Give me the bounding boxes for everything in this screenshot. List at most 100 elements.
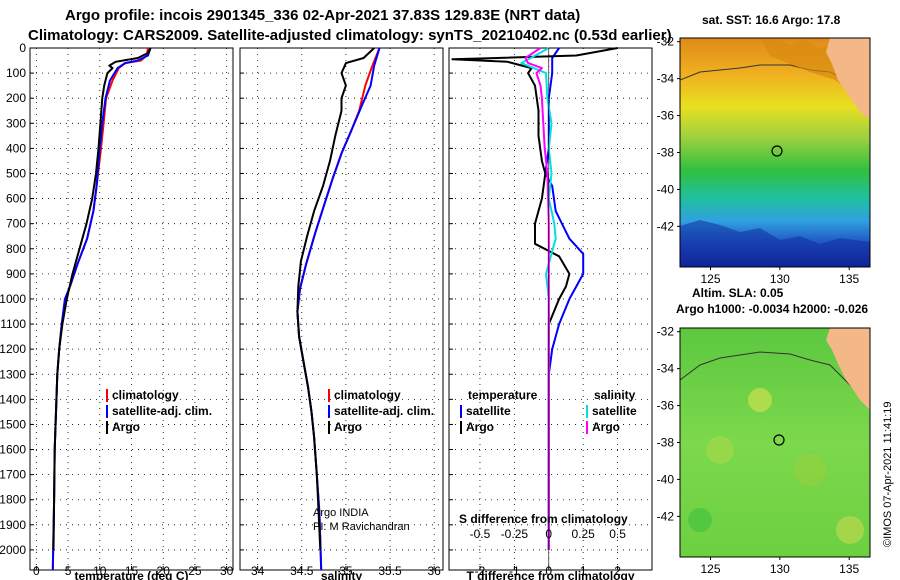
sla-anomaly bbox=[836, 516, 864, 544]
sst-map-title: sat. SST: 16.6 Argo: 17.8 bbox=[702, 13, 841, 27]
sla-anomaly bbox=[794, 454, 826, 486]
series-line-argo bbox=[52, 47, 152, 550]
depth-tick-label: 600 bbox=[6, 192, 26, 206]
lat-tick-label: -36 bbox=[657, 109, 675, 123]
series-line-t-satellite bbox=[544, 47, 585, 550]
s-tick-label: -0.25 bbox=[501, 527, 529, 541]
figure-title: Argo profile: incois 2901345_336 02-Apr-… bbox=[65, 7, 580, 24]
legend-t-sat-swatch bbox=[460, 405, 462, 418]
lat-tick-label: -32 bbox=[657, 35, 675, 49]
s-difference-axis-title: S difference from climatology bbox=[459, 512, 628, 526]
salinity-legend: climatology satellite-adj. clim. Argo bbox=[328, 388, 434, 434]
lon-tick-label: 130 bbox=[770, 562, 790, 576]
plot-frame bbox=[448, 47, 653, 571]
legend-sat-swatch bbox=[328, 405, 330, 418]
credit-timestamp: ©IMOS 07-Apr-2021 11:41:19 bbox=[882, 402, 894, 547]
lat-tick-label: -38 bbox=[657, 436, 675, 450]
legend-s-sat-label: satellite bbox=[592, 404, 637, 418]
x-axis-label: T difference from climatology bbox=[466, 569, 634, 580]
series-line-t-argo bbox=[451, 47, 618, 550]
legend-s-sat-swatch bbox=[586, 405, 588, 418]
legend-clim-swatch bbox=[106, 389, 108, 402]
depth-tick-label: 1800 bbox=[0, 493, 26, 507]
x-tick-label: 36 bbox=[427, 564, 441, 578]
depth-tick-label: 1200 bbox=[0, 342, 26, 356]
lat-tick-label: -34 bbox=[657, 72, 675, 86]
depth-tick-label: 1400 bbox=[0, 392, 26, 406]
legend-sat-label: satellite-adj. clim. bbox=[334, 404, 434, 418]
lon-tick-label: 130 bbox=[770, 272, 790, 286]
temperature-panel: 0 5 10 15 20 25 300100200300400500600700800900… bbox=[0, 41, 234, 580]
s-difference-tick-labels: -0.5 -0.25 0 0.25 0.5 bbox=[470, 527, 627, 541]
sla-map-title: Altim. SLA: 0.05 bbox=[692, 286, 784, 300]
sla-anomaly bbox=[748, 388, 772, 412]
difference-panel: -2 -1 0 1 2T difference from climatology bbox=[448, 47, 653, 580]
legend-clim-swatch bbox=[328, 389, 330, 402]
sla-contour bbox=[680, 351, 870, 406]
legend-t-sat-label: satellite bbox=[466, 404, 511, 418]
depth-tick-label: 700 bbox=[6, 217, 26, 231]
series-line-argo bbox=[296, 47, 375, 550]
lat-tick-label: -40 bbox=[657, 182, 675, 196]
lon-tick-label: 135 bbox=[839, 272, 859, 286]
lat-tick-label: -42 bbox=[657, 509, 675, 523]
legend-t-argo-label: Argo bbox=[466, 420, 494, 434]
lat-tick-label: -36 bbox=[657, 399, 675, 413]
x-tick-label: 30 bbox=[220, 564, 234, 578]
x-axis-label: salinity bbox=[321, 569, 363, 580]
depth-tick-label: 1500 bbox=[0, 417, 26, 431]
depth-tick-label: 500 bbox=[6, 166, 26, 180]
depth-tick-label: 300 bbox=[6, 116, 26, 130]
sst-map: sat. SST: 16.6 Argo: 17.8 -32 -34 -36 -38 -4… bbox=[657, 13, 871, 286]
legend-t-title: temperature bbox=[468, 388, 538, 402]
x-tick-label: 35.5 bbox=[378, 564, 402, 578]
plot-frame bbox=[239, 47, 444, 571]
s-tick-label: -0.5 bbox=[470, 527, 491, 541]
x-tick-label: 5 bbox=[65, 564, 72, 578]
depth-tick-label: 400 bbox=[6, 141, 26, 155]
sla-map-subtitle: Argo h1000: -0.0034 h2000: -0.026 bbox=[676, 302, 868, 316]
temperature-legend: climatology satellite-adj. clim. Argo bbox=[106, 388, 212, 434]
sla-map-axes: -32 -34 -36 -38 -40 -42 125 130 135 bbox=[657, 325, 860, 576]
sla-float-marker bbox=[773, 434, 785, 446]
depth-tick-label: 1600 bbox=[0, 443, 26, 457]
x-tick-label: 0 bbox=[545, 564, 552, 578]
x-tick-label: 34.5 bbox=[290, 564, 314, 578]
sla-map: Altim. SLA: 0.05 Argo h1000: -0.0034 h20… bbox=[657, 286, 871, 576]
lon-tick-label: 135 bbox=[839, 562, 859, 576]
x-tick-label: 25 bbox=[188, 564, 202, 578]
legend-argo-swatch bbox=[328, 421, 330, 434]
depth-tick-label: 1300 bbox=[0, 367, 26, 381]
legend-argo-label: Argo bbox=[112, 420, 140, 434]
depth-tick-label: 0 bbox=[19, 41, 26, 55]
legend-sat-label: satellite-adj. clim. bbox=[112, 404, 212, 418]
depth-tick-label: 1100 bbox=[0, 317, 26, 331]
difference-legend: temperature salinity satellite Argo sate… bbox=[460, 388, 637, 434]
x-tick-label: -1 bbox=[509, 564, 520, 578]
data-pi-note: PI: M Ravichandran bbox=[313, 521, 410, 533]
x-tick-label: 35 bbox=[339, 564, 353, 578]
legend-s-argo-label: Argo bbox=[592, 420, 620, 434]
x-tick-label: 15 bbox=[125, 564, 139, 578]
depth-tick-label: 100 bbox=[6, 66, 26, 80]
depth-tick-label: 1900 bbox=[0, 518, 26, 532]
sst-map-axes: -32 -34 -36 -38 -40 -42 125 130 135 bbox=[657, 35, 860, 286]
sla-anomaly bbox=[706, 436, 734, 464]
depth-tick-label: 800 bbox=[6, 242, 26, 256]
x-tick-label: -2 bbox=[475, 564, 486, 578]
legend-sat-swatch bbox=[106, 405, 108, 418]
lat-tick-label: -38 bbox=[657, 146, 675, 160]
legend-argo-swatch bbox=[106, 421, 108, 434]
s-tick-label: 0.5 bbox=[609, 527, 626, 541]
depth-tick-label: 900 bbox=[6, 267, 26, 281]
legend-clim-label: climatology bbox=[112, 388, 179, 402]
lat-tick-label: -32 bbox=[657, 325, 675, 339]
sst-cold-patch bbox=[680, 220, 870, 267]
data-provider-note: Argo INDIA bbox=[313, 507, 369, 519]
legend-s-argo-swatch bbox=[586, 421, 588, 434]
lat-tick-label: -40 bbox=[657, 472, 675, 486]
sla-land bbox=[826, 328, 870, 410]
sst-land bbox=[826, 38, 870, 120]
s-tick-label: 0 bbox=[545, 527, 552, 541]
